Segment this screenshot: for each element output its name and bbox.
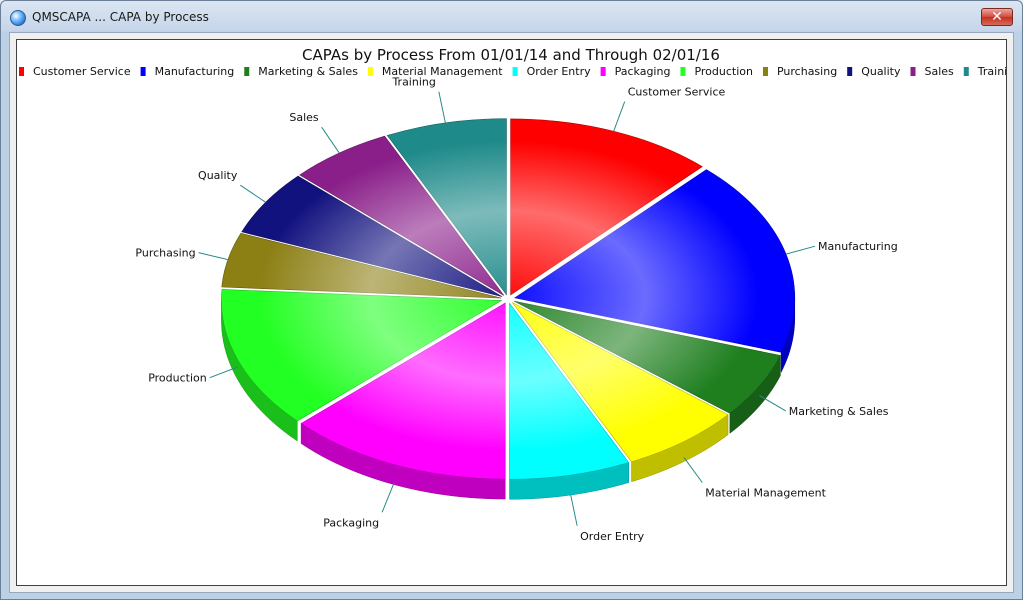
- legend-label-material-management: Material Management: [382, 65, 503, 78]
- legend-swatch-order-entry: [512, 67, 518, 76]
- client-area: CAPAs by Process From 01/01/14 and Throu…: [9, 32, 1014, 593]
- legend-label-training: Training: [977, 65, 1006, 78]
- leader-line-purchasing: [198, 252, 229, 261]
- leader-line-customer-service: [613, 101, 626, 132]
- legend-label-packaging: Packaging: [615, 65, 671, 78]
- slice-label-purchasing: Purchasing: [135, 247, 195, 260]
- legend-swatch-purchasing: [762, 67, 768, 76]
- legend-swatch-material-management: [367, 67, 373, 76]
- leader-line-packaging: [381, 482, 395, 513]
- slice-label-manufacturing: Manufacturing: [818, 240, 898, 253]
- leader-line-quality: [240, 184, 266, 203]
- slice-label-quality: Quality: [198, 169, 238, 182]
- legend-label-manufacturing: Manufacturing: [155, 65, 235, 78]
- close-icon: ✕: [991, 9, 1003, 25]
- pie-slices: [221, 118, 796, 480]
- legend-swatch-packaging: [600, 67, 606, 76]
- legend-swatch-sales: [910, 67, 916, 76]
- slice-label-sales: Sales: [289, 111, 319, 124]
- slice-labels: Customer Service Manufacturing Marketing &…: [135, 76, 897, 543]
- legend-swatch-customer-service: [19, 67, 24, 76]
- title-bar[interactable]: QMSCAPA ... CAPA by Process ✕: [1, 1, 1022, 35]
- legend-swatch-production: [680, 67, 686, 76]
- slice-label-training: Training: [391, 76, 435, 89]
- legend-label-marketing-sales: Marketing & Sales: [258, 65, 358, 78]
- slice-label-material-management: Material Management: [705, 487, 826, 500]
- leader-line-training: [438, 91, 446, 124]
- leader-line-manufacturing: [785, 245, 816, 255]
- close-button[interactable]: ✕: [981, 8, 1013, 26]
- legend-swatch-quality: [847, 67, 853, 76]
- chart-frame: CAPAs by Process From 01/01/14 and Throu…: [16, 39, 1007, 586]
- legend-label-production: Production: [694, 65, 753, 78]
- slice-label-packaging: Packaging: [323, 516, 379, 529]
- leader-line-order-entry: [570, 494, 578, 526]
- leader-line-sales: [321, 126, 340, 154]
- legend-label-purchasing: Purchasing: [777, 65, 837, 78]
- legend-label-customer-service: Customer Service: [33, 65, 131, 78]
- leader-line-material-management: [683, 457, 703, 483]
- chart-title: CAPAs by Process From 01/01/14 and Throu…: [302, 46, 720, 64]
- slice-label-customer-service: Customer Service: [628, 86, 726, 99]
- legend-swatch-marketing-sales: [244, 67, 250, 76]
- chart-legend: Customer Service Manufacturing Marketing &…: [19, 65, 1006, 78]
- leader-line-production: [209, 366, 239, 379]
- legend-label-quality: Quality: [861, 65, 901, 78]
- window-title: QMSCAPA ... CAPA by Process: [32, 10, 209, 24]
- legend-swatch-manufacturing: [140, 67, 146, 76]
- legend-label-order-entry: Order Entry: [527, 65, 592, 78]
- leader-line-marketing-sales: [759, 395, 787, 412]
- legend-swatch-training: [963, 67, 969, 76]
- app-globe-icon: [10, 10, 26, 26]
- pie-chart: CAPAs by Process From 01/01/14 and Throu…: [19, 46, 1006, 543]
- slice-label-marketing-sales: Marketing & Sales: [789, 405, 889, 418]
- slice-label-order-entry: Order Entry: [580, 530, 645, 543]
- slice-label-production: Production: [148, 372, 207, 385]
- legend-label-sales: Sales: [925, 65, 955, 78]
